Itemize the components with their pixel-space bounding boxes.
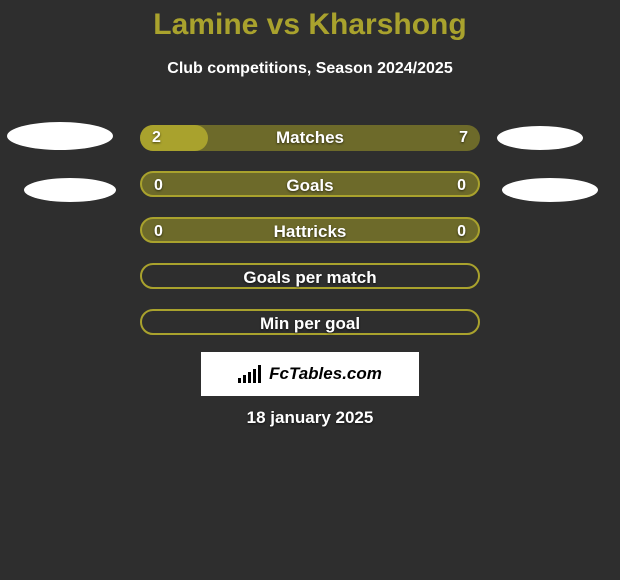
brand-bars-icon — [238, 365, 261, 383]
metric-label: Goals — [142, 173, 478, 199]
snapshot-date: 18 january 2025 — [0, 408, 620, 428]
metric-row: 00Goals — [140, 171, 480, 197]
metric-label: Hattricks — [142, 219, 478, 245]
comparison-card: Lamine vs Kharshong Club competitions, S… — [0, 0, 620, 580]
player-avatar-oval — [502, 178, 598, 202]
subtitle: Club competitions, Season 2024/2025 — [0, 60, 620, 78]
page-title: Lamine vs Kharshong — [0, 0, 620, 42]
metric-label: Matches — [140, 125, 480, 151]
metric-rows: 27Matches 00Goals 00Hattricks Goals per mat… — [140, 125, 480, 355]
player-avatar-oval — [497, 126, 583, 150]
player-avatar-oval — [24, 178, 116, 202]
brand-badge: FcTables.com — [201, 352, 419, 396]
metric-row: 27Matches — [140, 125, 480, 151]
metric-row: 00Hattricks — [140, 217, 480, 243]
metric-label: Goals per match — [142, 265, 478, 291]
metric-row: Min per goal — [140, 309, 480, 335]
metric-row: Goals per match — [140, 263, 480, 289]
player-avatar-oval — [7, 122, 113, 150]
brand-text: FcTables.com — [269, 364, 382, 384]
metric-label: Min per goal — [142, 311, 478, 337]
